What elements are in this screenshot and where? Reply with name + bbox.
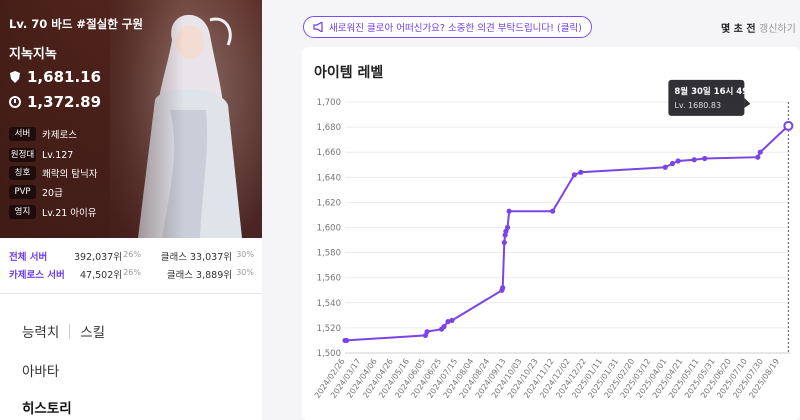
info-value: Lv.21 아이유: [42, 208, 97, 219]
class-ranking-percent: 30%: [236, 250, 254, 259]
data-point: [500, 285, 506, 291]
character-panel: Lv. 70 바드 #절실한 구원 지녹지녹 1,681.16 1,372.89…: [0, 0, 262, 420]
tooltip-title: 8월 30일 16시 49분: [674, 86, 756, 97]
character-name: 지녹지녹: [9, 47, 57, 62]
info-label: 칭호: [9, 166, 36, 180]
tooltip-pointer: [744, 97, 751, 108]
ranking-scope: 전체 서버: [9, 252, 48, 263]
y-tick-label: 1,660: [317, 148, 341, 158]
power-icon: [9, 96, 21, 108]
y-tick-label: 1,520: [317, 324, 341, 334]
stats-skill-tabs: 능력치 스킬: [22, 321, 105, 341]
ranking-scope: 카제로스 서버: [9, 270, 65, 281]
info-value: 쾌락의 탐닉자: [42, 169, 98, 180]
info-value: 카제로스: [42, 130, 77, 141]
data-point: [344, 337, 350, 344]
highlighted-point: [783, 120, 794, 131]
item-level-chart: 1,500 1,520 1,540 1,560 1,580 1,600 1,620 1,640…: [313, 79, 794, 400]
item-level-stat: 1,681.16: [9, 68, 101, 86]
menu-item-history[interactable]: 히스토리: [22, 401, 72, 417]
tab-divider: [69, 323, 71, 339]
side-menu: 능력치 스킬 아바타 히스토리: [0, 293, 262, 420]
info-value: Lv.127: [42, 149, 74, 161]
y-tick-label: 1,620: [317, 198, 341, 208]
data-point: [691, 157, 697, 163]
class-ranking-value: 클래스 3,889위: [166, 270, 232, 281]
data-point: [504, 224, 511, 231]
y-tick-label: 1,600: [317, 224, 341, 234]
ranking-section: 전체 서버 392,037위 26% 클래스 33,037위 30% 카제로스 …: [0, 238, 262, 293]
data-point: [578, 169, 584, 175]
data-point: [550, 208, 556, 214]
class-ranking-percent: 30%: [236, 268, 254, 277]
data-point: [675, 158, 681, 164]
refresh-button[interactable]: 갱신하기: [759, 24, 796, 35]
data-point: [662, 164, 668, 170]
hero-overlay: [0, 0, 262, 238]
info-label: PVP: [9, 185, 36, 199]
ranking-value: 47,502위: [80, 270, 122, 281]
ranking-value: 392,037위: [73, 252, 122, 263]
shield-icon: [10, 71, 20, 83]
data-point: [506, 208, 512, 214]
level-class-title: Lv. 70 바드 #절실한 구원: [9, 17, 143, 31]
y-tick-label: 1,640: [317, 173, 341, 183]
ranking-row[interactable]: 카제로스 서버 47,502위 26% 클래스 3,889위 30%: [9, 263, 254, 281]
character-hero: Lv. 70 바드 #절실한 구원 지녹지녹 1,681.16 1,372.89…: [0, 0, 262, 238]
last-updated: 몇 초 전: [721, 24, 756, 35]
data-point: [757, 149, 763, 155]
feedback-banner[interactable]: 새로워진 클로아 어떠신가요? 소중한 의견 부탁드립니다! (클릭): [303, 16, 592, 38]
y-tick-label: 1,680: [317, 123, 341, 133]
data-point: [501, 239, 507, 246]
data-point: [702, 155, 708, 162]
tooltip-box: [668, 79, 745, 116]
y-tick-label: 1,500: [317, 349, 341, 359]
ranking-row[interactable]: 전체 서버 392,037위 26% 클래스 33,037위 30%: [9, 245, 254, 263]
info-label: 서버: [9, 127, 36, 141]
info-label: 영지: [9, 205, 36, 219]
feedback-banner-text: 새로워진 클로아 어떠신가요? 소중한 의견 부탁드립니다! (클릭): [329, 23, 582, 34]
info-value: 20급: [42, 188, 63, 199]
class-ranking-value: 클래스 33,037위: [160, 252, 232, 263]
tab-stats[interactable]: 능력치: [22, 325, 60, 341]
main-content: 새로워진 클로아 어떠신가요? 소중한 의견 부탁드립니다! (클릭) 몇 초 …: [262, 0, 800, 420]
info-label: 원정대: [9, 148, 36, 162]
item-level-card: 아이템 레벨 1,500 1,520 1,540 1,560 1,580 1,600 1,6…: [302, 47, 800, 420]
data-point: [669, 160, 676, 167]
y-tick-label: 1,560: [317, 274, 341, 284]
info-row-expedition: 원정대 Lv.127: [9, 148, 159, 162]
info-row-server: 서버 카제로스: [9, 127, 159, 141]
menu-item-avatar[interactable]: 아바타: [22, 364, 60, 380]
ranking-percent: 26%: [123, 250, 141, 259]
y-tick-label: 1,540: [317, 299, 341, 309]
info-row-estate: 영지 Lv.21 아이유: [9, 205, 159, 219]
data-point: [449, 317, 455, 323]
ranking-percent: 26%: [123, 268, 141, 277]
combat-power-stat: 1,372.89: [9, 93, 101, 111]
y-tick-label: 1,700: [317, 98, 341, 108]
data-point: [445, 319, 451, 325]
megaphone-icon: [313, 22, 323, 32]
tooltip-value: Lv. 1680.83: [674, 101, 721, 110]
info-row-pvp: PVP 20급: [9, 185, 159, 199]
data-point: [571, 172, 577, 178]
tab-skills[interactable]: 스킬: [80, 325, 106, 341]
info-row-title: 칭호 쾌락의 탐닉자: [9, 166, 159, 180]
y-tick-label: 1,580: [317, 249, 341, 259]
data-point: [441, 324, 447, 330]
data-point: [424, 329, 430, 335]
chart-title: 아이템 레벨: [314, 65, 384, 81]
series-line: [345, 125, 790, 342]
combat-power-value: 1,372.89: [27, 93, 102, 111]
item-level-value: 1,681.16: [27, 68, 102, 86]
data-point: [755, 154, 761, 160]
